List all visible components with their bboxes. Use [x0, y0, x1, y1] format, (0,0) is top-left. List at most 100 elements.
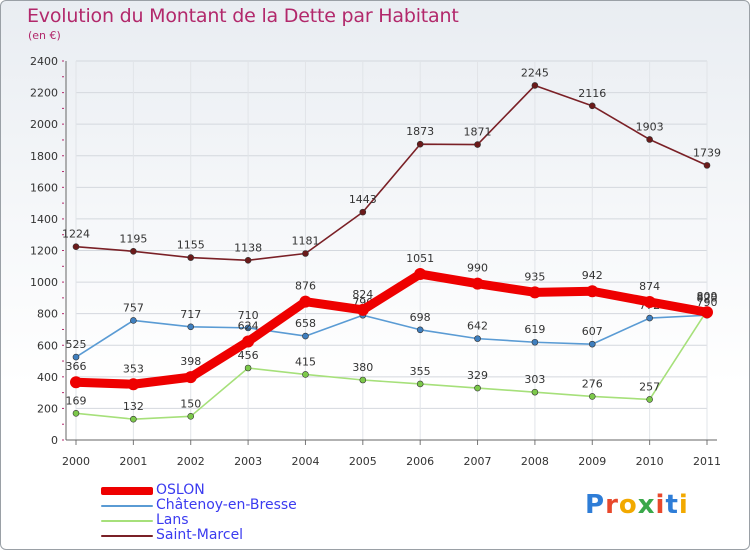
data-label-saint-marcel: 1443: [349, 193, 377, 206]
y-tick-label: 1400: [30, 213, 58, 226]
data-point-oslon: [586, 285, 599, 298]
data-point-lans: [474, 384, 481, 392]
data-label-oslon: 876: [295, 280, 316, 293]
data-point-lans: [302, 371, 309, 378]
data-label-ch-tenoy-en-bresse: 525: [66, 338, 87, 351]
data-label-saint-marcel: 2245: [521, 66, 549, 79]
data-label-lans: 303: [524, 373, 545, 386]
data-point-ch-tenoy-en-bresse: [416, 326, 424, 334]
chart-title: Evolution du Montant de la Dette par Hab…: [27, 5, 459, 27]
data-point-oslon: [701, 306, 713, 319]
data-point-saint-marcel: [244, 256, 252, 264]
data-label-lans: 456: [238, 349, 259, 362]
data-label-ch-tenoy-en-bresse: 790: [697, 296, 718, 309]
y-tick-label: 0: [51, 434, 58, 447]
data-point-ch-tenoy-en-bresse: [646, 314, 653, 322]
data-label-lans: 820: [697, 292, 718, 305]
x-tick-label: 2007: [464, 455, 492, 468]
data-label-saint-marcel: 1181: [291, 235, 319, 248]
data-label-lans: 257: [639, 380, 660, 393]
y-tick-label: 1000: [30, 276, 58, 289]
data-label-oslon: 366: [66, 360, 87, 373]
data-label-saint-marcel: 1195: [119, 232, 147, 245]
y-tick-label: 2200: [30, 87, 58, 100]
data-point-oslon: [242, 335, 255, 348]
data-point-lans: [359, 376, 367, 384]
data-label-ch-tenoy-en-bresse: 698: [410, 311, 431, 324]
data-label-saint-marcel: 2116: [578, 87, 606, 100]
data-label-saint-marcel: 1739: [693, 146, 721, 159]
data-point-lans: [244, 364, 252, 372]
data-point-lans: [646, 396, 653, 403]
data-label-saint-marcel: 1224: [62, 228, 90, 241]
data-label-ch-tenoy-en-bresse: 642: [467, 320, 488, 333]
legend-item-ch-tenoy-en-bresse: Châtenoy-en-Bresse: [101, 497, 331, 513]
x-tick-label: 2004: [291, 455, 319, 468]
data-point-ch-tenoy-en-bresse: [130, 317, 137, 324]
data-point-saint-marcel: [646, 136, 653, 143]
chart-subtitle: (en €): [28, 29, 61, 42]
data-label-saint-marcel: 1155: [177, 239, 205, 252]
series-line-oslon: [71, 269, 712, 389]
data-label-ch-tenoy-en-bresse: 607: [582, 325, 603, 338]
y-tick-label: 600: [37, 339, 58, 352]
data-label-oslon: 942: [582, 269, 603, 282]
data-label-oslon: 353: [123, 362, 144, 375]
data-point-oslon: [528, 286, 541, 299]
data-point-oslon: [471, 277, 484, 290]
legend-label: Châtenoy-en-Bresse: [156, 497, 297, 513]
data-point-oslon: [356, 303, 369, 316]
y-tick-label: 2000: [30, 118, 58, 131]
legend-swatch: [101, 487, 153, 495]
data-point-lans: [588, 393, 596, 400]
data-label-oslon: 935: [524, 270, 545, 283]
data-point-oslon: [184, 371, 197, 384]
x-tick-label: 2009: [578, 455, 606, 468]
data-point-ch-tenoy-en-bresse: [302, 332, 309, 340]
data-point-ch-tenoy-en-bresse: [531, 338, 539, 346]
x-tick-label: 2010: [636, 455, 664, 468]
logo-letter: x: [637, 490, 656, 520]
y-tick-label: 1800: [30, 150, 58, 163]
x-tick-label: 2011: [693, 455, 721, 468]
data-label-ch-tenoy-en-bresse: 710: [238, 309, 259, 322]
x-tick-label: 2001: [119, 455, 147, 468]
data-point-lans: [130, 415, 137, 423]
data-label-lans: 150: [180, 397, 201, 410]
logo-letter: t: [665, 490, 679, 520]
data-point-lans: [72, 410, 80, 417]
data-point-ch-tenoy-en-bresse: [474, 335, 481, 342]
y-tick-label: 200: [37, 402, 58, 415]
data-label-ch-tenoy-en-bresse: 619: [524, 323, 545, 336]
data-point-oslon: [127, 378, 140, 391]
data-point-saint-marcel: [72, 243, 80, 251]
data-point-oslon: [299, 295, 312, 308]
data-label-lans: 415: [295, 355, 316, 368]
legend-label: Lans: [156, 512, 189, 528]
data-label-lans: 355: [410, 365, 431, 378]
y-tick-label: 400: [37, 371, 58, 384]
data-label-saint-marcel: 1871: [464, 126, 492, 139]
data-label-lans: 169: [66, 394, 87, 407]
legend-item-oslon: OSLON: [101, 482, 331, 498]
legend-label: OSLON: [156, 482, 205, 498]
x-tick-label: 2000: [62, 455, 90, 468]
data-label-saint-marcel: 1138: [234, 241, 262, 254]
data-point-saint-marcel: [531, 82, 539, 89]
series-line-saint-marcel: [75, 84, 708, 262]
x-tick-label: 2008: [521, 455, 549, 468]
data-label-ch-tenoy-en-bresse: 757: [123, 301, 144, 314]
y-tick-label: 2400: [30, 55, 58, 68]
x-tick-label: 2003: [234, 455, 262, 468]
data-label-saint-marcel: 1903: [636, 120, 664, 133]
data-point-oslon: [643, 295, 656, 308]
data-label-oslon: 1051: [406, 252, 434, 265]
data-label-ch-tenoy-en-bresse: 658: [295, 317, 316, 330]
logo-letter: i: [655, 490, 666, 520]
legend-swatch: [101, 520, 153, 522]
data-label-lans: 380: [352, 361, 373, 374]
logo-letter: r: [605, 490, 619, 520]
data-point-ch-tenoy-en-bresse: [244, 324, 252, 332]
data-point-oslon: [414, 268, 427, 281]
